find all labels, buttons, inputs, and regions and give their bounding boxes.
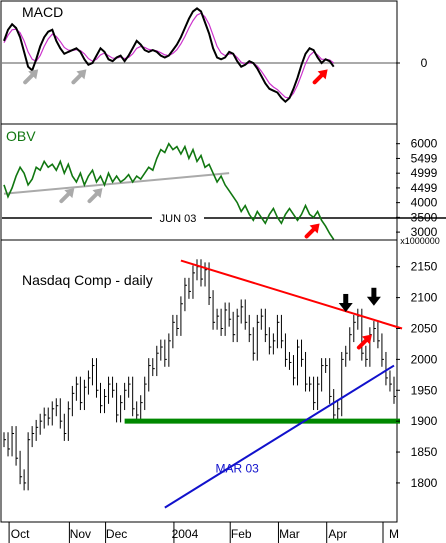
- price-red-arrow: [356, 334, 372, 350]
- price-black-down-arrow-head: [366, 296, 381, 306]
- x-axis-label: Apr: [328, 527, 347, 541]
- obv-level-label: JUN 03: [160, 213, 197, 225]
- x-axis-label: Mar: [279, 527, 300, 541]
- macd-red-arrow: [312, 69, 328, 85]
- obv-red-arrow: [304, 223, 320, 239]
- obv-tick-label: 5499: [411, 151, 438, 165]
- price-tick-label: 2150: [411, 260, 438, 274]
- macd-line: [3, 7, 335, 104]
- resistance-line: [180, 259, 403, 330]
- price-panel: Nasdaq Comp - daily MAR 03 2150 2100 2050 20…: [0, 239, 438, 523]
- obv-gray-arrow: [59, 188, 75, 204]
- macd-gray-arrow-head: [76, 69, 87, 80]
- price-tick-label: 1900: [411, 414, 438, 428]
- obv-tick-label: 4000: [411, 196, 438, 210]
- mar03-trendline: [164, 364, 395, 509]
- price-black-down-arrow-shaft: [371, 287, 377, 298]
- price-red-arrow-head: [361, 334, 372, 345]
- obv-gray-arrow-head: [64, 188, 75, 199]
- obv-panel: OBV JUN 03 6000549949994499400035003000x1…: [0, 123, 446, 246]
- obv-unit-label: x1000000: [400, 236, 440, 246]
- obv-level-label-bg: [152, 211, 204, 224]
- x-axis-label: Oct: [11, 527, 30, 541]
- price-tick-label: 1800: [411, 476, 438, 490]
- obv-tick-label: 3000: [411, 225, 438, 239]
- price-tick-label: 1850: [411, 445, 438, 459]
- obv-trendline: [3, 172, 230, 195]
- mar03-trendline-label: MAR 03: [216, 461, 260, 475]
- obv-tick-label: 4499: [411, 181, 438, 195]
- obv-line: [3, 142, 335, 240]
- macd-title: MACD: [22, 4, 63, 20]
- obv-tick-label: 6000: [411, 137, 438, 151]
- x-axis-label: Dec: [106, 527, 127, 541]
- price-tick-label: 2000: [411, 352, 438, 366]
- macd-gray-arrow-head: [28, 69, 39, 80]
- obv-red-arrow-head: [309, 223, 320, 234]
- x-axis-label: Nov: [70, 527, 91, 541]
- x-axis-label: Feb: [231, 527, 252, 541]
- price-black-down-arrow: [366, 287, 381, 306]
- x-axis-label: M: [389, 527, 399, 541]
- price-title: Nasdaq Comp - daily: [22, 272, 153, 288]
- obv-title: OBV: [6, 128, 36, 144]
- obv-tick-label: 4999: [411, 166, 438, 180]
- macd-gray-arrow: [71, 69, 87, 85]
- macd-panel: MACD 0: [0, 0, 428, 125]
- obv-tick-label: 3500: [411, 210, 438, 224]
- obv-gray-arrow-head: [92, 188, 103, 199]
- price-black-down-arrow: [338, 293, 353, 312]
- macd-gray-arrow: [23, 69, 39, 85]
- obv-gray-arrow: [87, 188, 103, 204]
- price-black-down-arrow-shaft: [343, 293, 349, 304]
- price-tick-label: 2050: [411, 321, 438, 335]
- x-axis-label: 2004: [172, 527, 199, 541]
- price-tick-label: 1950: [411, 383, 438, 397]
- macd-tick-label: 0: [421, 56, 428, 70]
- price-tick-label: 2100: [411, 291, 438, 305]
- macd-red-arrow-head: [317, 69, 328, 80]
- price-black-down-arrow-head: [338, 302, 353, 312]
